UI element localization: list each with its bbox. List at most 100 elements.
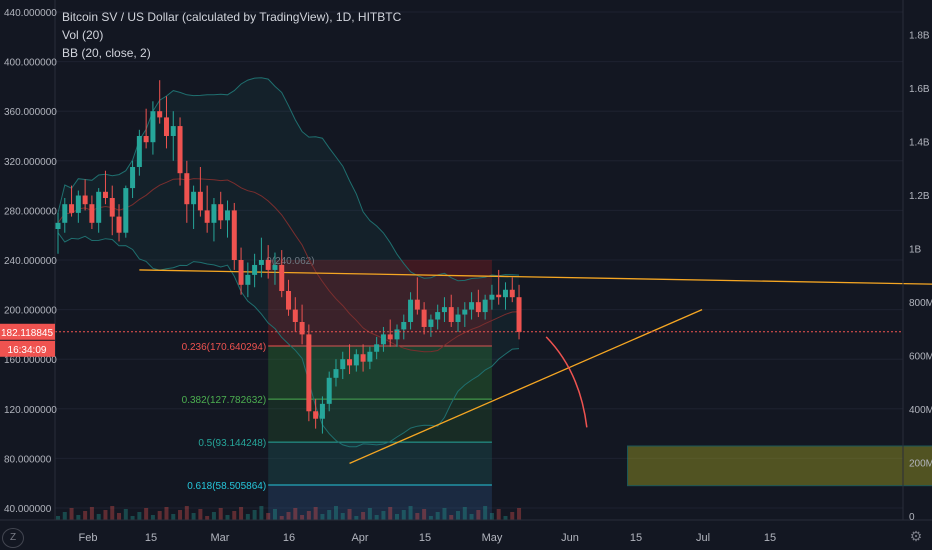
candle-body [475, 302, 481, 313]
candle-body [109, 198, 115, 217]
candle-body [414, 299, 420, 310]
volume-bar [96, 514, 101, 520]
x-tick-label: May [482, 532, 503, 544]
volume-bar [171, 514, 176, 520]
candle-body [245, 274, 251, 285]
candle-body [347, 359, 353, 366]
candle-body [272, 264, 278, 270]
y-right-tick-label: 0 [909, 512, 915, 523]
volume-bar [252, 510, 257, 520]
volume-bar [469, 514, 474, 520]
y-right-tick-label: 1.8B [909, 31, 930, 42]
volume-bar [361, 512, 366, 520]
candle-body [462, 309, 468, 315]
y-right-tick-label: 1.6B [909, 84, 930, 95]
volume-bar [300, 515, 305, 520]
volume-bar [510, 512, 515, 520]
volume-bar [137, 512, 142, 520]
volume-bar [266, 513, 271, 520]
volume-bar [211, 512, 216, 520]
volume-bar [306, 511, 311, 520]
volume-bar [198, 509, 203, 520]
candle-body [455, 314, 461, 322]
x-tick-label: 15 [419, 532, 431, 544]
volume-bar [144, 508, 149, 520]
candle-body [191, 191, 197, 205]
y-left-tick-label: 400.000000 [4, 58, 57, 69]
price-marker-text: 182.118845 [1, 328, 54, 339]
volume-bar [117, 513, 122, 520]
candle-body [299, 322, 305, 335]
y-left-tick-label: 440.000000 [4, 8, 57, 19]
volume-bar [367, 508, 372, 520]
candle-body [448, 307, 454, 322]
fib-level-label: 0.236(170.640294) [182, 342, 267, 353]
y-right-tick-label: 200M [909, 459, 932, 470]
volume-bar [489, 513, 494, 520]
volume-bar [347, 509, 352, 520]
volume-bar [62, 512, 67, 520]
volume-bar [164, 507, 169, 520]
x-tick-label: Jul [696, 532, 710, 544]
volume-bar [103, 510, 108, 520]
candle-body [62, 204, 68, 223]
candle-body [387, 334, 393, 340]
candle-body [238, 260, 244, 285]
x-tick-label: 15 [145, 532, 157, 544]
chart-legend: Bitcoin SV / US Dollar (calculated by Tr… [62, 8, 401, 62]
candle-body [69, 204, 75, 213]
trendline-support [349, 309, 703, 464]
volume-bar [388, 507, 393, 520]
candle-body [286, 291, 292, 310]
candle-body [170, 126, 176, 136]
candle-body [435, 312, 441, 320]
volume-bar [56, 516, 60, 520]
bollinger-fill [58, 77, 519, 447]
volume-bar [476, 510, 481, 520]
legend-title: Bitcoin SV / US Dollar (calculated by Tr… [62, 10, 402, 24]
candle-body [157, 111, 163, 118]
candle-body [197, 191, 203, 211]
candle-body [509, 289, 515, 298]
y-right-tick-label: 1.2B [909, 191, 930, 202]
candle-body [279, 264, 285, 291]
candle-body [306, 334, 312, 412]
candle-body [89, 204, 95, 223]
x-tick-label: 15 [630, 532, 642, 544]
price-marker-box [0, 323, 55, 340]
legend-bollinger[interactable]: BB (20, close, 2) [62, 46, 151, 60]
candle-body [502, 289, 508, 298]
x-tick-label: 15 [764, 532, 776, 544]
volume-bar [184, 506, 189, 520]
volume-bar [435, 512, 440, 520]
volume-bar [150, 515, 155, 520]
bollinger-lower [57, 232, 520, 448]
candle-body [143, 136, 149, 143]
volume-bar [232, 511, 237, 520]
bollinger-basis [57, 178, 520, 353]
trendline-resistance [139, 269, 932, 285]
volume-bar [259, 506, 264, 520]
candle-body [292, 309, 298, 322]
candle-body [252, 264, 258, 275]
zoom-icon[interactable]: Z [2, 528, 24, 548]
volume-bar [313, 507, 318, 520]
candle-body [75, 195, 81, 213]
fib-zone-2 [268, 399, 492, 443]
x-tick-label: Mar [211, 532, 230, 544]
candle-body [82, 195, 88, 205]
candle-body [231, 210, 237, 260]
projection-curve [545, 336, 588, 428]
gear-icon[interactable]: ⚙ [909, 528, 923, 544]
volume-bar [279, 516, 284, 520]
volume-bar [327, 510, 332, 520]
volume-bar [462, 507, 467, 520]
x-tick-label: 16 [283, 532, 295, 544]
volume-bar [449, 515, 454, 520]
x-tick-label: Feb [79, 532, 98, 544]
y-left-tick-label: 320.000000 [4, 157, 57, 168]
candle-body [150, 111, 156, 143]
legend-volume[interactable]: Vol (20) [62, 28, 104, 42]
candle-body [482, 299, 488, 313]
